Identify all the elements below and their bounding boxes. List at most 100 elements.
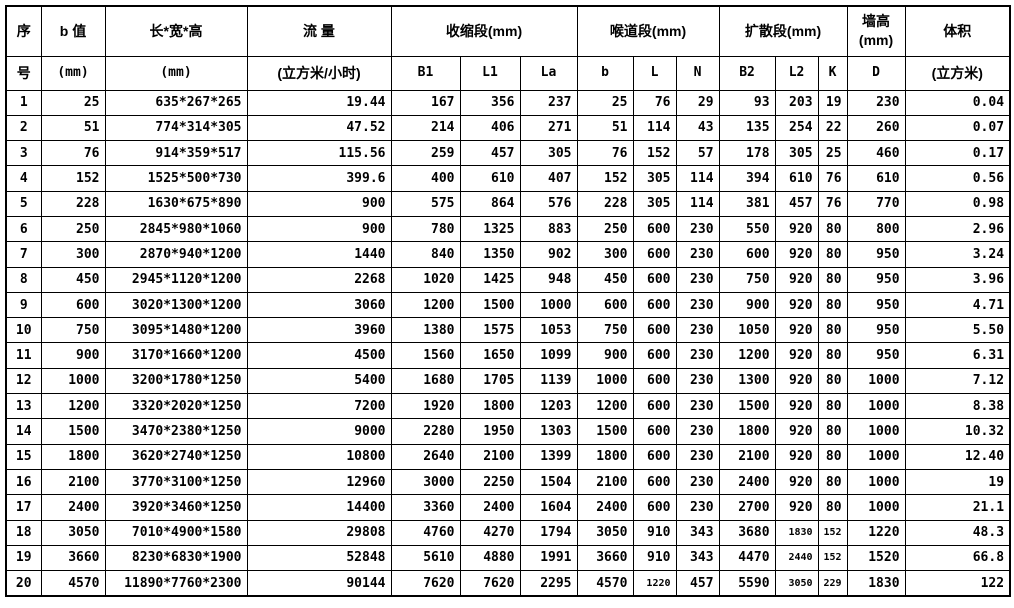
table-cell: 356	[459, 89, 521, 116]
table-cell: 15	[5, 443, 42, 470]
table-cell: 2640	[390, 443, 461, 470]
table-cell: 600	[718, 241, 776, 268]
table-cell: 19	[817, 89, 848, 116]
table-row: 4 152 1525*500*730 399.6 400 610 407 152 305 114 3…	[5, 165, 1011, 192]
table-cell: 5610	[390, 544, 461, 572]
table-row: 7 300 2870*940*1200 1440 840 1350 902 300 600 230…	[5, 241, 1011, 268]
table-cell: 343	[675, 544, 720, 572]
table-row: 20 4570 11890*7760*2300 90144 7620 7620 2295 45…	[5, 570, 1011, 597]
table-cell: 4760	[390, 519, 461, 546]
header-b-value: b 值	[40, 5, 106, 57]
table-cell: 457	[459, 140, 521, 167]
table-cell: 1220	[846, 519, 906, 546]
table-cell: 550	[718, 215, 776, 243]
table-cell: 3660	[576, 544, 634, 572]
table-cell: 600	[632, 342, 677, 369]
table-cell: 3920*3460*1250	[104, 494, 248, 521]
table-cell: 1525*500*730	[104, 165, 248, 192]
table-cell: 948	[519, 266, 578, 293]
header-group-diffusion-section: 扩散段(mm)	[718, 5, 848, 57]
table-cell: 7620	[390, 570, 461, 597]
table-cell: 920	[774, 367, 819, 395]
table-cell: 600	[632, 241, 677, 268]
table-cell: 4500	[246, 342, 392, 369]
table-cell: 76	[40, 140, 106, 167]
header-col-L2: L2	[774, 55, 819, 91]
table-row: 9 600 3020*1300*1200 3060 1200 1500 1000 600 600…	[5, 291, 1011, 319]
table-cell: 80	[817, 468, 848, 496]
table-cell: 3050	[774, 570, 819, 597]
table-row: 2 51 774*314*305 47.52 214 406 271 51 114 43 135 25…	[5, 114, 1011, 142]
table-cell: 1200	[576, 393, 634, 420]
table-cell: 10	[5, 317, 42, 344]
table-cell: 3.24	[904, 241, 1011, 268]
table-cell: 1020	[390, 266, 461, 293]
table-cell: 8.38	[904, 393, 1011, 420]
header-row-2: 号 (mm) (mm) (立方米/小时) B1 L1 La b L N B2 L…	[5, 55, 1011, 91]
table-cell: 114	[675, 165, 720, 192]
table-cell: 22	[817, 114, 848, 142]
table-cell: 250	[40, 215, 106, 243]
table-cell: 3000	[390, 468, 461, 496]
table-cell: 5400	[246, 367, 392, 395]
header-wall-height: 墙高 (mm)	[846, 5, 906, 57]
table-cell: 1830	[846, 570, 906, 597]
table-cell: 3620*2740*1250	[104, 443, 248, 470]
table-cell: 305	[774, 140, 819, 167]
table-cell: 1303	[519, 418, 578, 445]
table-cell: 114	[632, 114, 677, 142]
table-cell: 271	[519, 114, 578, 142]
header-col-B1: B1	[390, 55, 461, 91]
header-seq-line2: 号	[5, 55, 42, 91]
table-cell: 2400	[40, 494, 106, 521]
table-cell: 76	[576, 140, 634, 167]
table-cell: 3020*1300*1200	[104, 291, 248, 319]
table-cell: 1000	[846, 468, 906, 496]
table-cell: 80	[817, 317, 848, 344]
flume-spec-table: 序 b 值 长*宽*高 流 量 收缩段(mm) 喉道段(mm) 扩散段(mm) …	[5, 5, 1012, 597]
table-cell: 780	[390, 215, 461, 243]
table-cell: 12960	[246, 468, 392, 496]
table-cell: 1800	[718, 418, 776, 445]
table-cell: 1425	[459, 266, 521, 293]
table-cell: 920	[774, 241, 819, 268]
table-cell: 8230*6830*1900	[104, 544, 248, 572]
table-cell: 18	[5, 519, 42, 546]
table-cell: 7	[5, 241, 42, 268]
table-cell: 1000	[40, 367, 106, 395]
table-cell: 7620	[459, 570, 521, 597]
table-cell: 1560	[390, 342, 461, 369]
table-cell: 152	[817, 544, 848, 572]
table-cell: 864	[459, 190, 521, 217]
table-cell: 4570	[576, 570, 634, 597]
table-cell: 4570	[40, 570, 106, 597]
table-cell: 122	[904, 570, 1011, 597]
header-seq-line1: 序	[5, 5, 42, 57]
table-cell: 635*267*265	[104, 89, 248, 116]
table-cell: 2100	[576, 468, 634, 496]
table-cell: 920	[774, 291, 819, 319]
wall-height-label: 墙高	[862, 13, 891, 30]
table-cell: 25	[576, 89, 634, 116]
table-cell: 9000	[246, 418, 392, 445]
table-cell: 750	[576, 317, 634, 344]
table-cell: 950	[846, 266, 906, 293]
table-cell: 920	[774, 317, 819, 344]
table-cell: 2250	[459, 468, 521, 496]
table-cell: 460	[846, 140, 906, 167]
table-cell: 29808	[246, 519, 392, 546]
table-row: 15 1800 3620*2740*1250 10800 2640 2100 1399 180…	[5, 443, 1011, 470]
table-cell: 51	[576, 114, 634, 142]
table-cell: 14400	[246, 494, 392, 521]
table-cell: 883	[519, 215, 578, 243]
table-cell: 260	[846, 114, 906, 142]
table-cell: 214	[390, 114, 461, 142]
table-cell: 920	[774, 494, 819, 521]
table-cell: 900	[246, 215, 392, 243]
table-cell: 900	[718, 291, 776, 319]
table-cell: 1991	[519, 544, 578, 572]
table-cell: 1325	[459, 215, 521, 243]
table-cell: 3095*1480*1200	[104, 317, 248, 344]
table-cell: 381	[718, 190, 776, 217]
table-cell: 300	[40, 241, 106, 268]
